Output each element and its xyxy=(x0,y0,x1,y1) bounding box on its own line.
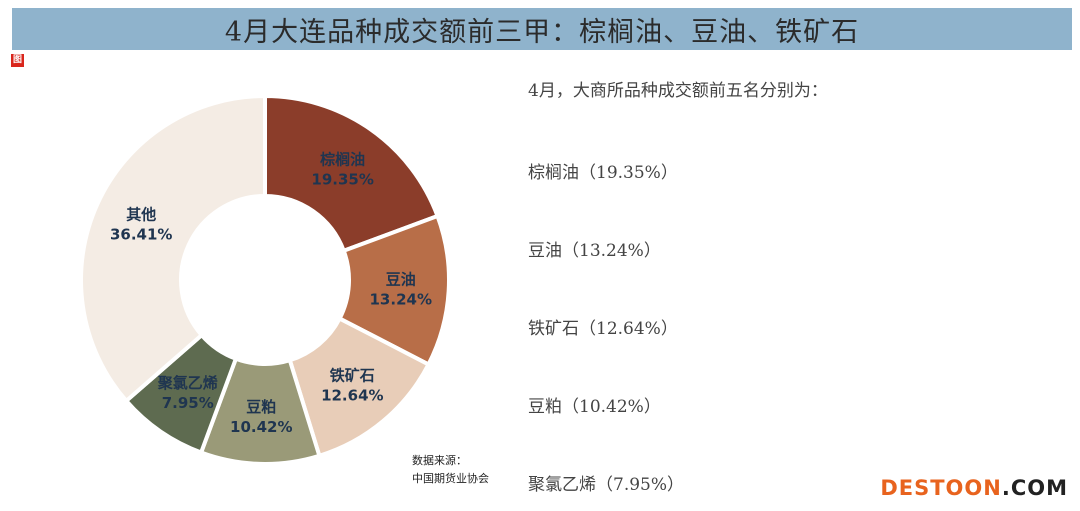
slice-value-label: 19.35% xyxy=(311,170,373,188)
page-title: 4月大连品种成交额前三甲：棕榈油、豆油、铁矿石 xyxy=(224,16,860,48)
slice-value-label: 13.24% xyxy=(370,290,432,308)
watermark-main: DESTOON xyxy=(880,476,1002,500)
slice-category-label: 聚氯乙烯 xyxy=(157,374,218,392)
watermark-logo: DESTOON.COM xyxy=(880,476,1068,500)
source-org: 中国期货业协会 xyxy=(412,472,489,485)
slice-category-label: 其他 xyxy=(126,206,156,224)
slice-category-label: 豆油 xyxy=(386,270,416,288)
source-label: 数据来源： xyxy=(412,454,467,467)
logo-icon: 图 xyxy=(11,54,24,67)
data-source-note: 数据来源： 中国期货业协会 xyxy=(412,452,489,488)
slice-category-label: 棕榈油 xyxy=(320,150,365,168)
slice-category-label: 铁矿石 xyxy=(330,366,375,384)
title-bar: 4月大连品种成交额前三甲：棕榈油、豆油、铁矿石 xyxy=(12,8,1072,50)
slice-value-label: 10.42% xyxy=(230,418,292,436)
watermark-tld: COM xyxy=(1010,476,1068,500)
ranking-panel: 4月，大商所品种成交额前五名分别为： 棕榈油（19.35%） 豆油（13.24%… xyxy=(528,76,828,495)
slice-value-label: 7.95% xyxy=(162,394,214,412)
ranking-intro: 4月，大商所品种成交额前五名分别为： xyxy=(528,81,828,101)
slice-value-label: 36.41% xyxy=(110,226,172,244)
ranking-item: 铁矿石（12.64%） xyxy=(528,319,678,339)
ranking-item: 聚氯乙烯（7.95%） xyxy=(528,475,685,495)
slice-category-label: 豆粕 xyxy=(246,398,276,416)
watermark-dot: . xyxy=(1001,476,1011,500)
ranking-item: 豆油（13.24%） xyxy=(528,241,661,261)
donut-chart: 棕榈油 19.35% 豆油 13.24% 铁矿石 12.64% 豆粕 10.42% 聚氯乙烯 7.… xyxy=(79,93,451,466)
ranking-item: 棕榈油（19.35%） xyxy=(528,163,678,183)
slice-value-label: 12.64% xyxy=(321,386,383,404)
donut-slice xyxy=(263,93,441,254)
donut-slice xyxy=(79,93,267,404)
ranking-item: 豆粕（10.42%） xyxy=(528,397,661,417)
